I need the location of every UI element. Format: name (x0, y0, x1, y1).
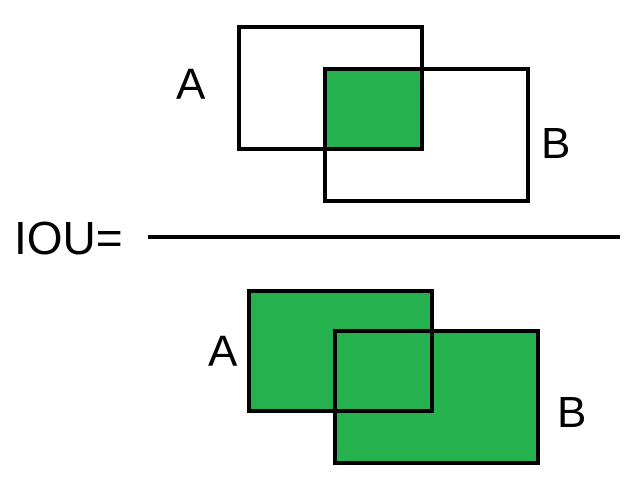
iou-formula-label: IOU= (14, 212, 123, 264)
denominator-box-a-label: A (208, 327, 238, 376)
denominator-group: A B (208, 289, 586, 465)
denominator-box-b (333, 329, 540, 465)
denominator-box-a (247, 289, 434, 413)
union-fill-b (335, 331, 538, 463)
numerator-group: A B (176, 25, 570, 203)
numerator-box-a-label: A (176, 60, 206, 109)
denominator-box-b-label: B (557, 388, 586, 437)
numerator-box-b-label: B (541, 119, 570, 168)
intersection-fill (325, 69, 422, 149)
numerator-box-b (323, 67, 530, 203)
numerator-box-a (237, 25, 424, 151)
